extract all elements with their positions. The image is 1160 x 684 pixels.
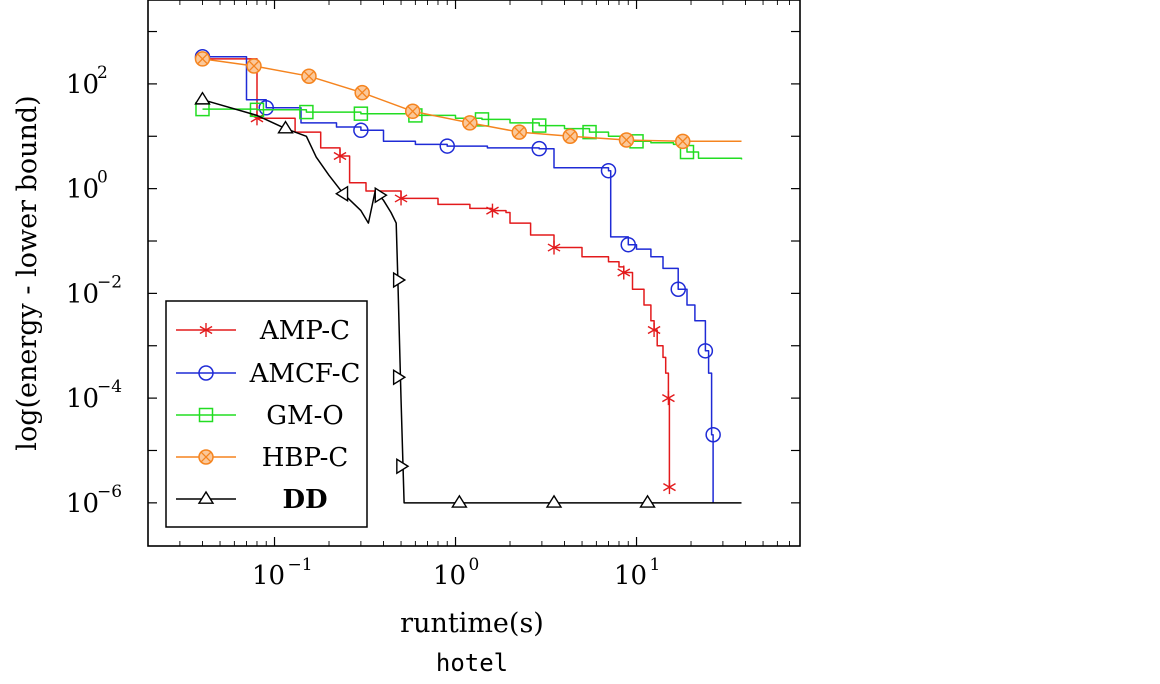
data-point-0-9 bbox=[663, 480, 676, 495]
data-point-4-5 bbox=[392, 369, 407, 386]
legend-marker-4 bbox=[197, 490, 215, 504]
data-point-3-2 bbox=[301, 68, 317, 84]
data-point-4-1 bbox=[277, 120, 294, 134]
legend-label-3: HBP-C bbox=[262, 443, 349, 473]
data-point-4-7 bbox=[451, 494, 468, 508]
plot-frame bbox=[147, 0, 801, 547]
series-line-4 bbox=[202, 98, 742, 504]
chart-caption: hotel bbox=[436, 649, 508, 677]
y-tick-label-4: 10 bbox=[66, 489, 99, 519]
data-point-0-8 bbox=[661, 391, 675, 406]
x-tick-label-0: 10 bbox=[252, 561, 285, 591]
data-point-0-5 bbox=[547, 240, 561, 255]
data-point-4-0 bbox=[194, 91, 211, 105]
series-DD bbox=[194, 91, 742, 508]
data-point-4-2 bbox=[335, 185, 349, 202]
data-point-3-7 bbox=[562, 128, 578, 145]
data-point-2-2 bbox=[299, 104, 314, 120]
x-tick-exponent-0: −1 bbox=[288, 555, 313, 575]
x-tick-exponent-2: 1 bbox=[650, 555, 661, 575]
legend-marker-2 bbox=[198, 407, 214, 423]
y-tick-label-2: 10 bbox=[66, 279, 99, 309]
legend-label-2: GM-O bbox=[266, 401, 344, 431]
data-point-3-5 bbox=[462, 115, 478, 131]
data-point-1-8 bbox=[697, 343, 714, 359]
y-tick-exponent-3: −4 bbox=[97, 377, 122, 397]
data-point-0-4 bbox=[486, 203, 499, 218]
legend-entry-AMP-C: AMP-C bbox=[176, 316, 350, 346]
y-tick-label-3: 10 bbox=[66, 384, 99, 414]
data-point-3-6 bbox=[511, 124, 528, 140]
data-point-1-9 bbox=[705, 426, 721, 443]
data-point-1-6 bbox=[620, 236, 637, 253]
series-line-0 bbox=[202, 58, 671, 488]
y-tick-exponent-4: −6 bbox=[97, 482, 122, 502]
legend-marker-3 bbox=[198, 449, 214, 465]
series-GM-O bbox=[195, 101, 743, 160]
data-point-3-8 bbox=[618, 132, 635, 148]
x-tick-label-2: 10 bbox=[614, 561, 647, 591]
data-point-2-6 bbox=[531, 118, 547, 133]
x-tick-label-1: 10 bbox=[433, 561, 466, 591]
data-point-1-3 bbox=[439, 138, 455, 154]
data-point-3-3 bbox=[354, 84, 370, 101]
data-point-1-7 bbox=[670, 281, 686, 297]
series-line-1 bbox=[202, 55, 714, 503]
y-tick-label-1: 10 bbox=[66, 175, 99, 205]
data-point-0-3 bbox=[394, 191, 408, 206]
legend-marker-1 bbox=[198, 365, 214, 381]
legend-label-0: AMP-C bbox=[259, 316, 350, 346]
legend-marker-0 bbox=[199, 323, 213, 337]
legend-entry-AMCF-C: AMCF-C bbox=[176, 359, 360, 389]
data-point-3-9 bbox=[674, 133, 691, 150]
data-point-1-5 bbox=[600, 162, 617, 179]
data-point-4-8 bbox=[545, 494, 563, 508]
data-point-4-4 bbox=[392, 271, 407, 289]
data-point-1-2 bbox=[353, 122, 369, 139]
data-point-1-4 bbox=[531, 140, 547, 157]
y-tick-exponent-2: −2 bbox=[97, 272, 122, 292]
data-point-3-1 bbox=[246, 58, 262, 74]
legend-entry-HBP-C: HBP-C bbox=[176, 443, 348, 473]
y-axis-label: log(energy - lower bound) bbox=[12, 95, 43, 450]
data-point-2-3 bbox=[353, 106, 369, 121]
x-axis-label: runtime(s) bbox=[400, 608, 544, 639]
legend-entry-GM-O: GM-O bbox=[176, 401, 344, 431]
legend: AMP-C AMCF-C GM-O HBP-C DD bbox=[165, 300, 368, 528]
data-point-4-9 bbox=[639, 494, 656, 508]
legend-entry-DD: DD bbox=[176, 485, 328, 515]
data-point-1-1 bbox=[258, 100, 274, 116]
data-point-0-6 bbox=[617, 265, 631, 280]
data-point-0-7 bbox=[647, 322, 661, 337]
data-point-2-7 bbox=[582, 124, 597, 140]
legend-label-4: DD bbox=[282, 485, 327, 515]
plot-area bbox=[194, 48, 743, 508]
y-tick-label-0: 10 bbox=[66, 70, 99, 100]
data-point-3-0 bbox=[194, 51, 211, 67]
legend-label-1: AMCF-C bbox=[249, 359, 361, 389]
data-point-0-2 bbox=[333, 148, 347, 163]
y-tick-exponent-0: 2 bbox=[97, 63, 108, 83]
x-tick-exponent-1: 0 bbox=[469, 555, 480, 575]
data-point-3-4 bbox=[404, 103, 421, 120]
data-point-2-1 bbox=[249, 102, 265, 118]
series-AMCF-C bbox=[194, 48, 721, 503]
series-HBP-C bbox=[194, 51, 742, 150]
data-point-4-3 bbox=[374, 186, 388, 204]
y-tick-exponent-1: 0 bbox=[97, 168, 108, 188]
data-point-4-6 bbox=[396, 457, 410, 475]
